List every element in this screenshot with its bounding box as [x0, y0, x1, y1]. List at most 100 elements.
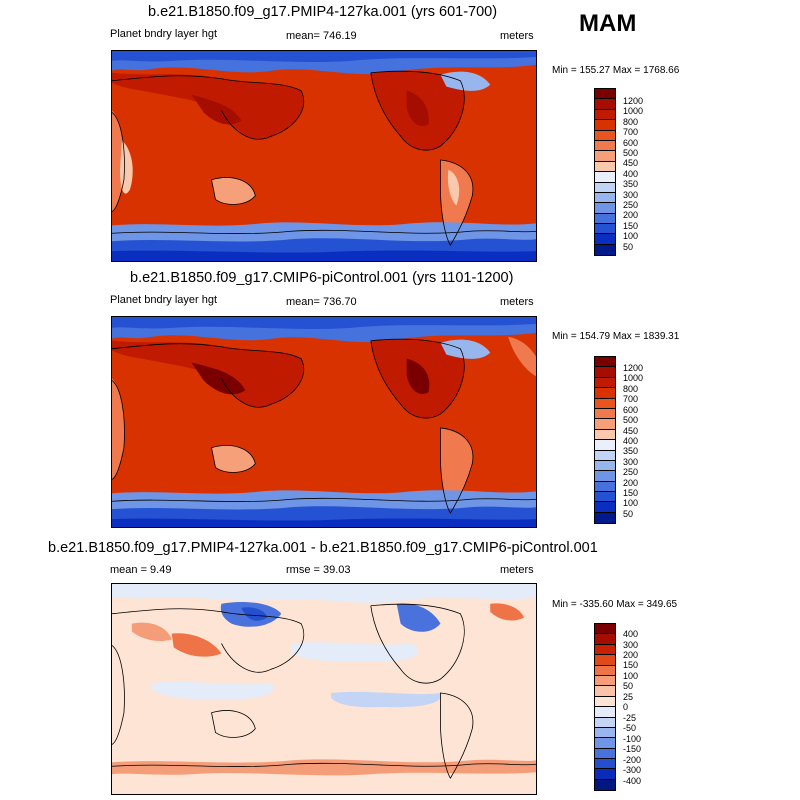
panel-2-colorbar-swatch — [595, 357, 615, 368]
panel-2-colorbar-tick: 50 — [623, 509, 634, 519]
panel-2-colorbar-swatch — [595, 492, 615, 503]
panel-2-variable-label: Planet bndry layer hgt — [110, 294, 218, 306]
panel-2-colorbar-tick: 450 — [623, 426, 639, 436]
panel-3-colorbar-swatch — [595, 686, 615, 697]
season-label: MAM — [579, 10, 637, 37]
panel-1-colorbar-swatch — [595, 203, 615, 214]
panel-1-colorbar-swatch — [595, 120, 615, 131]
panel-1-minmax: Min = 155.27 Max = 1768.66 — [552, 65, 680, 76]
panel-1-colorbar-tick: 100 — [623, 231, 639, 241]
panel-1-colorbar-tick: 500 — [623, 148, 639, 158]
panel-3-colorbar-tick: -150 — [623, 744, 642, 754]
panel-1-colorbar-swatch — [595, 140, 615, 152]
panel-1-colorbar-swatch — [595, 161, 615, 173]
panel-2-colorbar-swatch — [595, 408, 615, 420]
panel-3-minmax: Min = -335.60 Max = 349.65 — [552, 599, 678, 610]
panel-3-colorbar-swatch — [595, 748, 615, 760]
panel-2-colorbar-tick: 150 — [623, 488, 639, 498]
panel-2-colorbar-swatch — [595, 471, 615, 482]
panel-2-colorbar-tick: 100 — [623, 498, 639, 508]
panel-2-minmax: Min = 154.79 Max = 1839.31 — [552, 331, 680, 342]
panel-1-colorbar-swatch — [595, 89, 615, 100]
panel-3-colorbar-tick: -100 — [623, 734, 642, 744]
panel-2-mean-label: mean= 736.70 — [286, 296, 357, 308]
panel-1-colorbar-tick: 300 — [623, 190, 639, 200]
panel-1-title: b.e21.B1850.f09_g17.PMIP4-127ka.001 (yrs… — [148, 4, 498, 20]
panel-2-colorbar-tick: 200 — [623, 478, 639, 488]
panel-3-colorbar-swatch — [595, 696, 615, 708]
panel-3-colorbar-swatch — [595, 655, 615, 666]
panel-3-colorbar-swatch — [595, 717, 615, 728]
panel-2-colorbar-swatch — [595, 377, 615, 389]
panel-3-map — [111, 583, 537, 795]
panel-1-mean-label: mean= 746.19 — [286, 30, 357, 42]
panel-3-colorbar-tick: -25 — [623, 713, 637, 723]
panel-2-colorbar-swatch — [595, 429, 615, 441]
panel-3-colorbar-swatch — [595, 779, 615, 791]
panel-3-title: b.e21.B1850.f09_g17.PMIP4-127ka.001 - b.… — [48, 540, 598, 556]
panel-2-map-svg — [112, 317, 536, 527]
panel-3-colorbar-tick: 150 — [623, 660, 639, 670]
panel-1-colorbar-swatch — [595, 182, 615, 193]
panel-3-colorbar-tick: 100 — [623, 671, 639, 681]
panel-1-colorbar-tick: 400 — [623, 169, 639, 179]
panel-1-colorbar — [594, 88, 616, 257]
panel-3-colorbar-tick: 50 — [623, 681, 634, 691]
panel-3-colorbar-swatch — [595, 769, 615, 780]
panel-1-colorbar-tick: 50 — [623, 242, 634, 252]
panel-2-colorbar-tick: 1200 — [623, 363, 644, 373]
panel-3-colorbar-tick: 300 — [623, 640, 639, 650]
panel-3-colorbar-swatch — [595, 675, 615, 687]
panel-1-colorbar-swatch — [595, 109, 615, 121]
panel-3-colorbar-swatch — [595, 738, 615, 749]
panel-2-colorbar-swatch — [595, 388, 615, 399]
panel-3-colorbar-tick: 0 — [623, 702, 629, 712]
panel-2-colorbar-swatch — [595, 512, 615, 524]
panel-1-colorbar-tick: 700 — [623, 127, 639, 137]
panel-2-colorbar-swatch — [595, 502, 615, 513]
panel-3-colorbar — [594, 623, 616, 792]
panel-2-colorbar-tick: 500 — [623, 415, 639, 425]
panel-1-colorbar-swatch — [595, 213, 615, 225]
panel-2-title: b.e21.B1850.f09_g17.CMIP6-piControl.001 … — [130, 270, 514, 286]
panel-2-colorbar-tick: 300 — [623, 457, 639, 467]
panel-3-colorbar-tick: -200 — [623, 755, 642, 765]
panel-2-colorbar-tick: 400 — [623, 436, 639, 446]
panel-3-colorbar-swatch — [595, 707, 615, 718]
panel-1-colorbar-swatch — [595, 244, 615, 256]
panel-1-colorbar-tick: 1200 — [623, 96, 644, 106]
panel-1-colorbar-tick: 150 — [623, 221, 639, 231]
panel-1-colorbar-swatch — [595, 192, 615, 204]
panel-1-colorbar-tick: 600 — [623, 138, 639, 148]
panel-1-map — [111, 50, 537, 262]
panel-1-colorbar-tick: 1000 — [623, 106, 644, 116]
panel-3-rmse-label: rmse = 39.03 — [286, 564, 351, 576]
panel-1-colorbar-swatch — [595, 130, 615, 141]
panel-2-colorbar-swatch — [595, 481, 615, 493]
panel-3-colorbar-swatch — [595, 759, 615, 770]
panel-1-colorbar-tick: 800 — [623, 117, 639, 127]
panel-1-colorbar-swatch — [595, 234, 615, 245]
panel-2-colorbar-swatch — [595, 460, 615, 472]
panel-3-colorbar-tick: 400 — [623, 629, 639, 639]
panel-1-colorbar-swatch — [595, 99, 615, 110]
panel-1-colorbar-tick: 250 — [623, 200, 639, 210]
panel-3-colorbar-swatch — [595, 624, 615, 635]
panel-2-colorbar-swatch — [595, 450, 615, 461]
panel-2-colorbar-swatch — [595, 440, 615, 451]
panel-3-colorbar-tick: -400 — [623, 776, 642, 786]
panel-3-colorbar-swatch — [595, 634, 615, 645]
panel-3-colorbar-tick: 200 — [623, 650, 639, 660]
panel-1-colorbar-tick: 200 — [623, 210, 639, 220]
panel-2-colorbar-tick: 250 — [623, 467, 639, 477]
panel-2-units-label: meters — [500, 296, 534, 308]
panel-3-mean-label: mean = 9.49 — [110, 564, 172, 576]
panel-3-colorbar-tick: -50 — [623, 723, 637, 733]
panel-3-colorbar-swatch — [595, 665, 615, 676]
panel-3-colorbar-tick: 25 — [623, 692, 634, 702]
panel-2-colorbar-tick: 800 — [623, 384, 639, 394]
panel-3-map-svg — [112, 584, 536, 794]
panel-1-colorbar-tick: 450 — [623, 158, 639, 168]
panel-2-colorbar-tick: 700 — [623, 394, 639, 404]
panel-2-colorbar — [594, 356, 616, 525]
